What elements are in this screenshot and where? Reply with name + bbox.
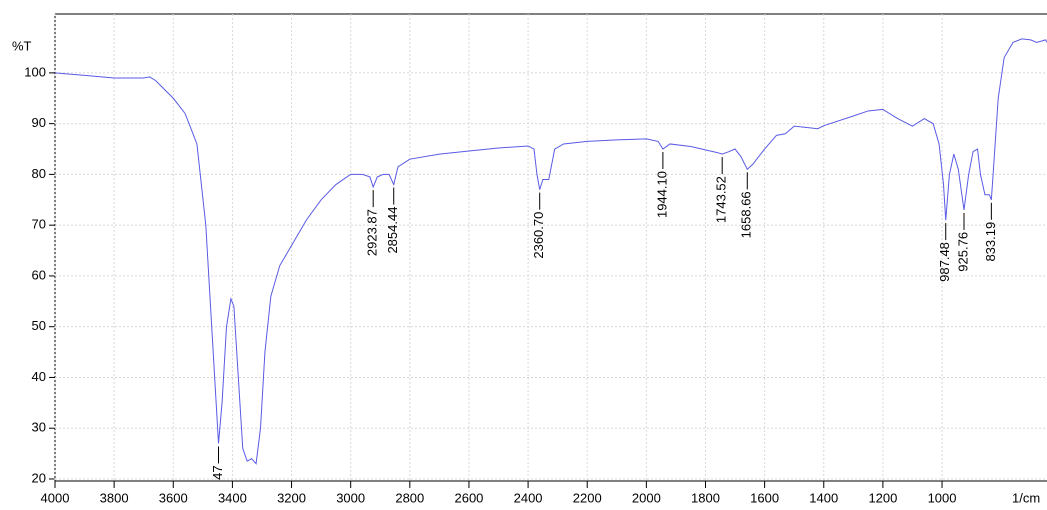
x-tick-label: 1400 [809,490,838,505]
x-tick-label: 1000 [928,490,957,505]
y-tick-label: 60 [32,267,46,282]
x-tick-label: 2400 [514,490,543,505]
peak-label: 1944.10 [654,171,669,218]
x-tick-label: 3000 [336,490,365,505]
peak-label: 2854.44 [385,207,400,254]
peak-label: 1658.66 [739,191,754,238]
peak-label: 925.76 [955,232,970,272]
x-tick-label: 4000 [41,490,70,505]
y-tick-label: 80 [32,166,46,181]
peak-label: 47 [210,465,225,479]
x-axis-label: 1/cm [1012,490,1040,505]
spectrum-line [54,38,1047,465]
y-tick-label: 20 [32,470,46,485]
x-tick-label: 2000 [632,490,661,505]
peak-label: 2923.87 [365,209,380,256]
x-tick-label: 3200 [277,490,306,505]
x-tick-label: 1600 [750,490,779,505]
y-tick-label: 90 [32,115,46,130]
peak-label: 2360.70 [531,212,546,259]
peak-label: 833.19 [983,222,998,262]
y-tick-label: 100 [24,64,46,79]
x-tick-label: 1800 [691,490,720,505]
y-tick-label: 30 [32,420,46,435]
peak-label: 1743.52 [714,176,729,223]
x-tick-label: 3800 [100,490,129,505]
peak-label: 987.48 [937,242,952,282]
x-tick-label: 3400 [218,490,247,505]
y-tick-label: 70 [32,217,46,232]
x-tick-label: 1200 [868,490,897,505]
x-tick-label: 2200 [573,490,602,505]
x-tick-label: 2800 [395,490,424,505]
y-tick-label: 50 [32,318,46,333]
x-tick-label: 3600 [159,490,188,505]
x-tick-label: 2600 [454,490,483,505]
y-axis-label: %T [12,38,32,53]
y-tick-label: 40 [32,369,46,384]
